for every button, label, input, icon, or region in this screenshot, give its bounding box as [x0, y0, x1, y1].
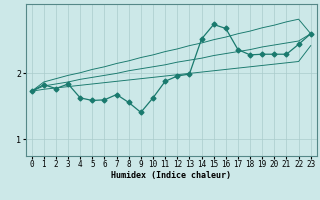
X-axis label: Humidex (Indice chaleur): Humidex (Indice chaleur) — [111, 171, 231, 180]
